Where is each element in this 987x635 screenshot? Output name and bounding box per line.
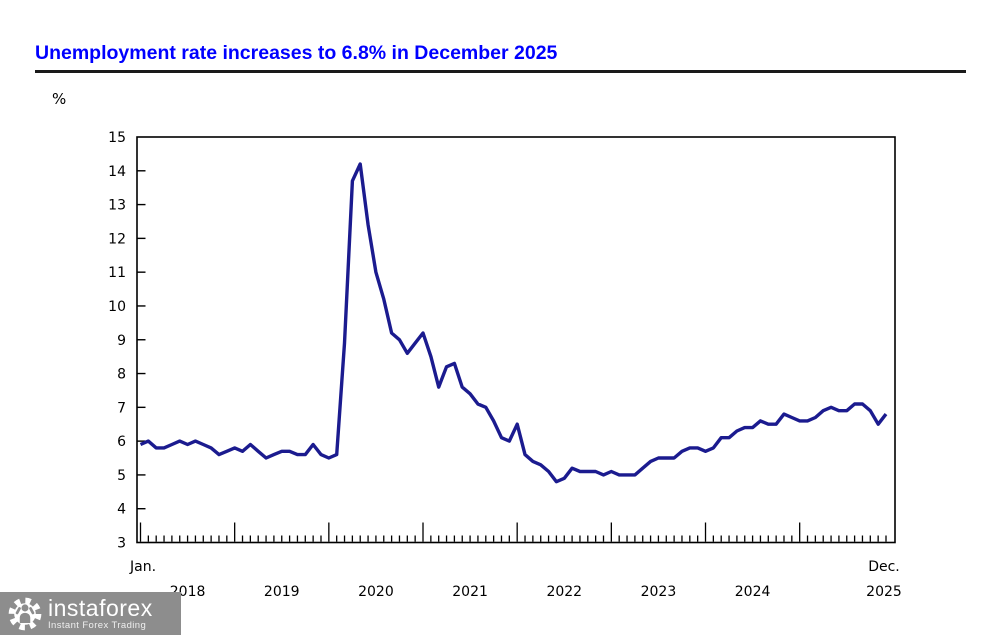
x-axis-year-label: 2021 [452,584,488,600]
series-line-unemployment-rate [139,162,888,484]
logo-brand-text: instaforex [48,594,153,621]
logo-tagline-text: Instant Forex Trading [48,619,147,631]
x-axis-last-month-label: Dec. [868,559,900,575]
x-axis-year-label: 2024 [735,584,771,600]
y-axis-unit-label: % [52,90,66,108]
instaforex-gear-icon [8,597,42,630]
y-axis-tick-label: 12 [108,231,126,247]
y-axis-tick-label: 8 [117,367,126,383]
instaforex-logo: instaforex Instant Forex Trading [0,592,181,635]
plot-frame [136,136,896,544]
y-axis-tick-label: 6 [117,434,126,450]
x-axis-year-label: 2022 [546,584,582,600]
title-divider [35,70,966,73]
y-axis-tick-label: 15 [108,130,126,146]
x-axis-year-label: 2019 [264,584,300,600]
x-axis-year-label: 2025 [866,584,902,600]
y-axis-tick-label: 3 [117,536,126,552]
y-axis-tick-label: 4 [117,502,126,518]
y-axis-tick-label: 13 [108,198,126,214]
page-title: Unemployment rate increases to 6.8% in D… [35,42,558,64]
y-axis-tick-label: 14 [108,164,126,180]
y-axis-tick-label: 10 [108,299,126,315]
y-axis-tick-label: 7 [117,400,126,416]
x-axis-first-month-label: Jan. [129,559,156,575]
y-axis-tick-label: 5 [117,468,126,484]
x-axis-year-label: 2023 [641,584,677,600]
y-axis-tick-label: 9 [117,333,126,349]
y-axis-tick-label: 11 [108,265,126,281]
x-axis-year-label: 2020 [358,584,394,600]
